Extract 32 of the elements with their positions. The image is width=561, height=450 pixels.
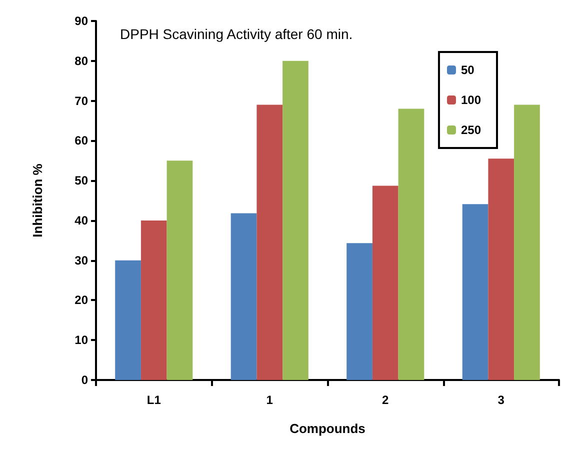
x-axis-title: Compounds — [290, 421, 366, 436]
x-tick-label: 1 — [266, 393, 274, 407]
bar — [166, 160, 193, 380]
y-tick-label: 80 — [74, 54, 88, 68]
bar — [462, 204, 488, 380]
y-tick-label: 30 — [74, 253, 88, 268]
y-tick-label: 90 — [74, 14, 88, 28]
x-tick-label: 3 — [498, 393, 505, 407]
bar — [514, 104, 540, 380]
y-tick-label: 60 — [74, 134, 88, 148]
y-tick-label: 40 — [74, 213, 88, 228]
bar — [372, 186, 398, 380]
bar — [230, 213, 257, 380]
x-tick-label: L1 — [146, 393, 162, 407]
y-tick-label: 0 — [81, 373, 88, 387]
y-axis-title: Inhibition % — [30, 163, 45, 238]
bar — [115, 260, 141, 380]
y-tick-label: 10 — [74, 333, 88, 348]
bar — [256, 104, 283, 380]
y-tick-label: 50 — [74, 174, 88, 188]
x-tick-label: 2 — [382, 393, 390, 407]
y-tick-label: 70 — [74, 94, 88, 108]
legend-label: 50 — [460, 63, 475, 77]
bar — [398, 108, 424, 380]
y-tick-label: 20 — [74, 293, 88, 308]
chart-title: DPPH Scavining Activity after 60 min. — [120, 26, 353, 42]
legend-label: 250 — [460, 123, 482, 137]
bar — [140, 220, 167, 380]
bar — [282, 60, 308, 380]
bar — [346, 243, 372, 380]
bar — [488, 158, 514, 380]
legend-label: 100 — [460, 93, 482, 107]
